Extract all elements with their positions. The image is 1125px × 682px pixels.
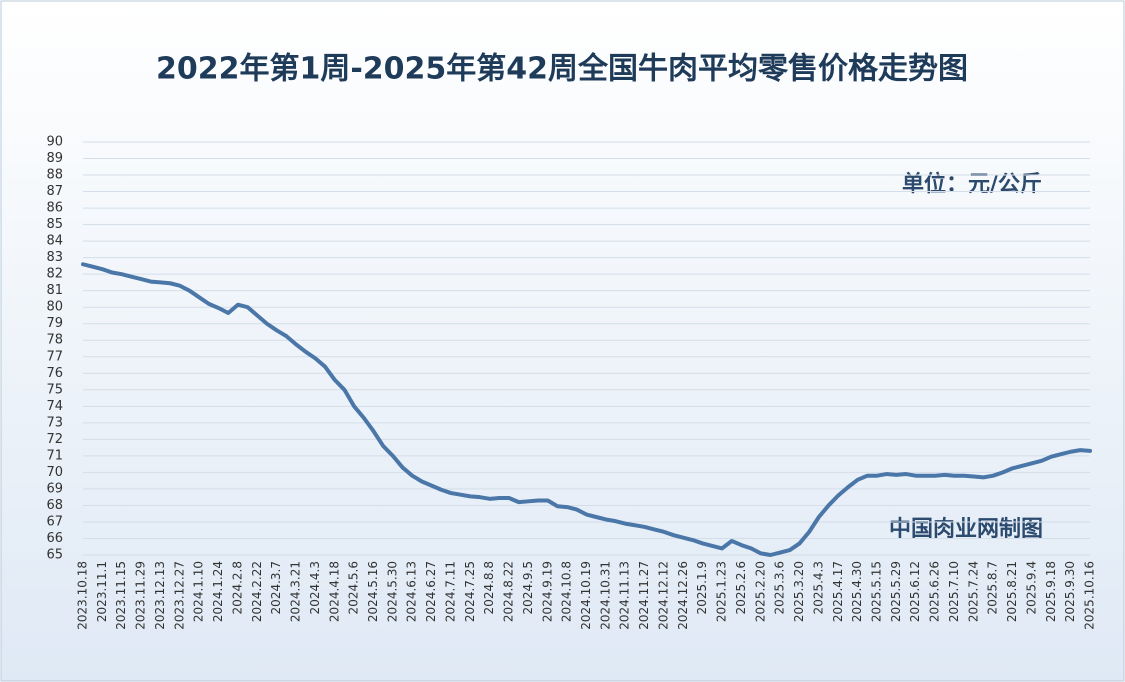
x-tick-label: 2023.12.27	[172, 561, 186, 630]
y-tick-label: 73	[46, 415, 63, 430]
x-tick-label: 2025.5.15	[869, 561, 883, 622]
y-tick-label: 68	[46, 498, 63, 513]
y-tick-label: 71	[46, 448, 63, 463]
x-tick-label: 2024.8.8	[482, 561, 496, 614]
x-tick-label: 2024.1.10	[192, 561, 206, 622]
x-tick-label: 2024.8.22	[502, 561, 516, 622]
y-tick-label: 77	[46, 349, 63, 364]
x-tick-label: 2024.1.24	[211, 561, 225, 622]
x-tick-label: 2024.4.3	[308, 561, 322, 614]
x-tick-label: 2025.9.18	[1044, 561, 1058, 622]
x-tick-label: 2024.6.27	[424, 561, 438, 622]
y-tick-label: 83	[46, 250, 63, 265]
x-tick-label: 2025.1.23	[715, 561, 729, 622]
x-tick-label: 2024.2.22	[250, 561, 264, 622]
x-tick-label: 2025.2.6	[734, 561, 748, 614]
x-tick-label: 2025.10.16	[1083, 561, 1097, 630]
y-tick-label: 78	[46, 333, 63, 348]
x-tick-label: 2024.3.7	[269, 561, 283, 614]
x-tick-label: 2024.11.27	[637, 561, 651, 630]
x-tick-label: 2024.6.13	[405, 561, 419, 622]
y-tick-label: 67	[46, 514, 63, 529]
x-tick-label: 2025.5.29	[889, 561, 903, 622]
price-line	[81, 262, 1092, 557]
x-tick-label: 2025.4.17	[831, 561, 845, 622]
x-tick-label: 2023.11.1	[95, 561, 109, 622]
x-tick-label: 2025.3.20	[792, 561, 806, 622]
x-tick-label: 2024.12.26	[676, 561, 690, 630]
y-tick-label: 80	[46, 300, 63, 315]
x-tick-label: 2024.4.18	[327, 561, 341, 622]
y-tick-label: 90	[46, 135, 63, 150]
x-tick-label: 2025.8.7	[986, 561, 1000, 614]
x-tick-label: 2024.9.5	[521, 561, 535, 614]
x-tick-label: 2024.9.19	[540, 561, 554, 622]
x-tick-label: 2025.4.30	[850, 561, 864, 622]
x-tick-label: 2024.5.30	[385, 561, 399, 622]
x-tick-label: 2025.7.24	[966, 561, 980, 622]
y-tick-label: 87	[46, 184, 63, 199]
x-tick-label: 2025.3.6	[773, 561, 787, 614]
y-tick-label: 79	[46, 316, 63, 331]
y-tick-label: 75	[46, 382, 63, 397]
y-tick-label: 72	[46, 432, 63, 447]
x-tick-label: 2025.7.10	[947, 561, 961, 622]
y-tick-label: 82	[46, 267, 63, 282]
y-tick-label: 65	[46, 548, 63, 563]
x-tick-label: 2023.12.13	[153, 561, 167, 630]
x-tick-label: 2023.11.15	[114, 561, 128, 630]
y-tick-label: 81	[46, 283, 63, 298]
x-tick-label: 2025.1.9	[695, 561, 709, 614]
x-tick-label: 2024.12.12	[656, 561, 670, 630]
y-tick-label: 66	[46, 531, 63, 546]
x-tick-label: 2024.7.25	[463, 561, 477, 622]
x-tick-label: 2025.9.4	[1024, 561, 1038, 614]
x-tick-label: 2024.5.6	[347, 561, 361, 614]
x-tick-label: 2025.4.3	[811, 561, 825, 614]
y-tick-label: 89	[46, 151, 63, 166]
y-tick-label: 86	[46, 201, 63, 216]
x-tick-label: 2024.10.19	[579, 561, 593, 630]
x-tick-label: 2024.3.21	[289, 561, 303, 622]
y-tick-label: 88	[46, 168, 63, 183]
x-tick-label: 2025.6.12	[908, 561, 922, 622]
y-tick-label: 74	[46, 399, 63, 414]
x-tick-label: 2024.2.8	[230, 561, 244, 614]
x-tick-label: 2025.8.21	[1005, 561, 1019, 622]
y-tick-label: 76	[46, 366, 63, 381]
y-tick-label: 84	[46, 234, 63, 249]
x-tick-label: 2025.2.20	[753, 561, 767, 622]
y-tick-label: 69	[46, 481, 63, 496]
x-tick-label: 2024.11.13	[618, 561, 632, 630]
x-tick-label: 2023.11.29	[134, 561, 148, 630]
x-tick-label: 2024.10.31	[598, 561, 612, 630]
x-tick-label: 2024.7.11	[443, 561, 457, 622]
x-tick-label: 2024.5.16	[366, 561, 380, 622]
source-note: 中国肉业网制图	[889, 517, 1043, 542]
y-tick-label: 70	[46, 465, 63, 480]
chart-title: 2022年第1周-2025年第42周全国牛肉平均零售价格走势图	[156, 52, 968, 87]
x-tick-label: 2025.9.30	[1063, 561, 1077, 622]
y-tick-label: 85	[46, 217, 63, 232]
x-tick-label: 2025.6.26	[928, 561, 942, 622]
x-tick-label: 2024.10.8	[560, 561, 574, 622]
x-tick-label: 2023.10.18	[76, 561, 90, 630]
